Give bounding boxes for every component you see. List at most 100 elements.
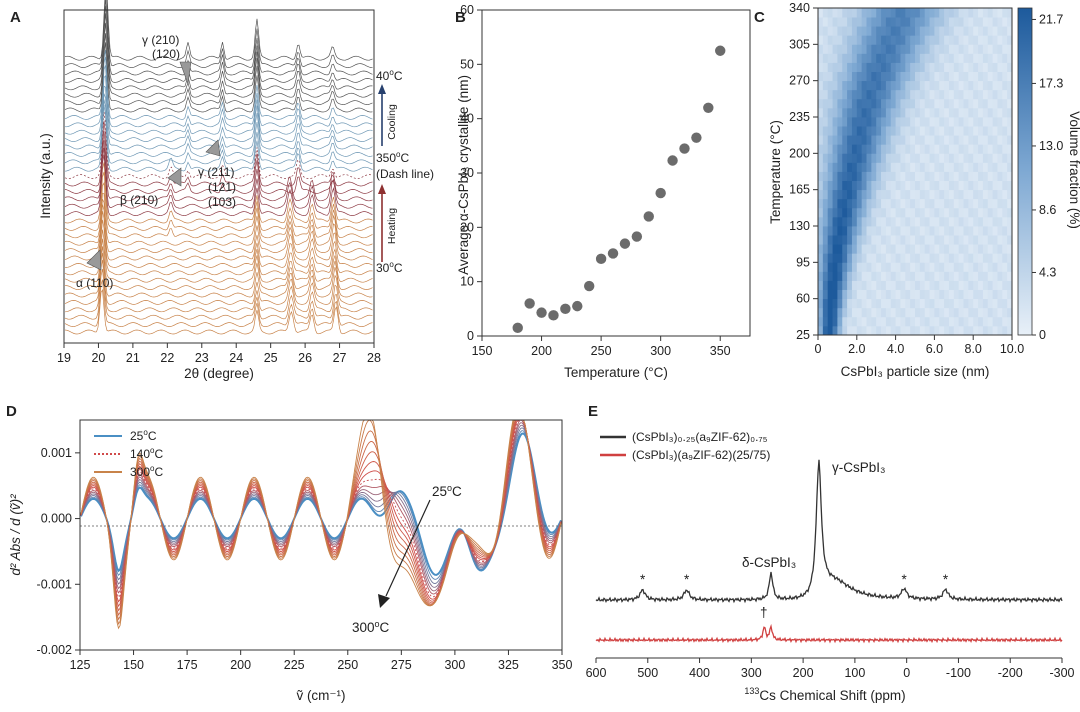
panel-c-cell xyxy=(963,162,969,172)
panel-c-cell xyxy=(934,298,940,309)
panel-e-legend: (CsPbI₃)₀.₂₅(a₉ZIF-62)₀.₇₅ (CsPbI₃)(a₉ZI… xyxy=(600,430,770,462)
panel-c-cell xyxy=(963,89,969,100)
panel-c-cell xyxy=(866,62,872,72)
panel-c-cell xyxy=(876,216,882,227)
panel-c-cell xyxy=(968,8,974,18)
panel-a-gamma-mid-marker xyxy=(205,139,221,157)
panel-c-cell xyxy=(1007,80,1013,91)
panel-c-cell xyxy=(861,44,867,54)
panel-c-cell xyxy=(847,180,853,191)
panel-c-cell xyxy=(818,89,824,100)
panel-c-cell xyxy=(1002,171,1008,181)
panel-c-cell xyxy=(822,180,829,191)
panel-c-cell xyxy=(895,35,901,45)
panel-c-cell xyxy=(982,17,989,27)
panel-c-cell xyxy=(818,8,824,18)
panel-c-cell xyxy=(929,226,935,236)
panel-c-cell xyxy=(905,244,911,254)
panel-c-cell xyxy=(885,307,892,318)
panel-c-cell xyxy=(934,271,940,281)
panel-c-cell xyxy=(818,280,824,290)
panel-c-cell xyxy=(832,126,838,136)
panel-c-cell xyxy=(1007,271,1013,281)
panel-c-cell xyxy=(895,17,901,27)
panel-c-cell xyxy=(978,207,984,218)
panel-c-xtick-label-5: 10.0 xyxy=(1000,342,1024,356)
panel-c-cell xyxy=(827,244,833,254)
panel-c-cell xyxy=(881,117,887,127)
panel-c-cell xyxy=(827,189,833,200)
panel-c-cell xyxy=(837,89,843,100)
panel-c-cell xyxy=(1002,307,1008,318)
panel-c-cell xyxy=(939,171,945,181)
panel-c-cell xyxy=(948,216,955,227)
panel-c-cell xyxy=(958,80,964,91)
panel-c-cell xyxy=(919,98,926,109)
panel-c-cell xyxy=(939,35,945,45)
panel-c-cell xyxy=(948,53,955,63)
panel-c-cell xyxy=(948,35,955,45)
panel-c-cell xyxy=(822,307,829,318)
panel-c-cell xyxy=(929,62,935,72)
panel-c-cell xyxy=(915,89,921,100)
panel-c-cell xyxy=(948,62,955,72)
panel-c-cell xyxy=(982,271,989,281)
panel-c-cell xyxy=(837,153,843,163)
panel-c-cell xyxy=(924,289,930,300)
panel-c-cell xyxy=(842,35,848,45)
panel-c-cell xyxy=(924,35,930,45)
panel-c-cell xyxy=(939,26,945,36)
panel-c-cell xyxy=(948,17,955,27)
panel-c-cell xyxy=(895,80,901,91)
panel-c-cell xyxy=(953,325,960,336)
panel-c-cell xyxy=(987,180,993,191)
panel-e: E 600 500 400 300 200 100 0 -100 -200 -300 (CsPbI… xyxy=(586,403,1075,703)
panel-c-cell xyxy=(1002,17,1008,27)
panel-c-cell xyxy=(968,53,974,63)
panel-c-cell xyxy=(944,262,950,272)
panel-c-cell xyxy=(1007,153,1013,163)
panel-c-cell xyxy=(818,325,824,336)
panel-c-cell xyxy=(827,271,833,281)
panel-c-cell xyxy=(944,253,950,263)
panel-c-cell xyxy=(818,271,824,281)
panel-c-cell xyxy=(992,226,998,236)
panel-c-cell xyxy=(982,171,989,181)
panel-b-frame xyxy=(481,9,751,337)
panel-a-curve-23 xyxy=(64,99,373,165)
panel-c-cell xyxy=(842,17,848,27)
panel-c-cell xyxy=(919,271,926,281)
panel-c-cell xyxy=(934,262,940,272)
panel-a-ylabel: Intensity (a.u.) xyxy=(38,133,53,219)
panel-c-cell xyxy=(963,280,969,290)
panel-c-cell xyxy=(934,289,940,300)
panel-c-cell xyxy=(910,253,916,263)
panel-c-cell xyxy=(842,107,848,118)
panel-c-cell xyxy=(827,26,833,36)
panel-c-cell xyxy=(851,262,858,272)
panel-c-cell xyxy=(963,26,969,36)
panel-c-cell xyxy=(963,325,969,336)
panel-a-temp-30-label: 30oC xyxy=(376,260,403,275)
panel-c-cell xyxy=(871,180,877,191)
panel-c-cell xyxy=(939,44,945,54)
panel-c-cell xyxy=(982,207,989,218)
panel-c-cell xyxy=(861,80,867,91)
panel-c-cell xyxy=(847,117,853,127)
panel-c-cell xyxy=(1007,62,1013,72)
panel-c-cell xyxy=(968,62,974,72)
panel-b-point-14 xyxy=(679,143,690,154)
panel-c-cell xyxy=(851,98,858,109)
panel-c-cell xyxy=(910,117,916,127)
panel-c-cell xyxy=(905,271,911,281)
panel-c-cell xyxy=(881,316,887,327)
legend-composite-label: (CsPbI₃)₀.₂₅(a₉ZIF-62)₀.₇₅ xyxy=(632,430,768,444)
panel-c-cell xyxy=(827,98,833,109)
panel-c-cell xyxy=(929,171,935,181)
panel-c-cell xyxy=(929,53,935,63)
panel-d-xtick-label-3: 200 xyxy=(230,658,251,672)
panel-c-cell xyxy=(847,26,853,36)
panel-c-cell xyxy=(861,126,867,136)
panel-d-xlabel: ṽ (cm⁻¹) xyxy=(296,688,345,703)
panel-c-cell xyxy=(915,271,921,281)
